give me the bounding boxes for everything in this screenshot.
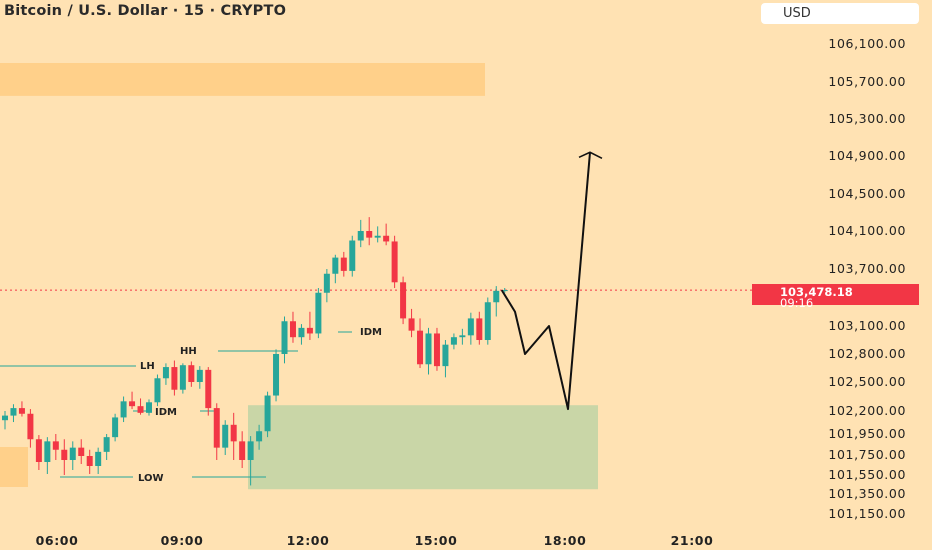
candle-body xyxy=(171,367,178,390)
candle-body xyxy=(10,408,17,416)
price-axis-label: 102,200.00 xyxy=(828,403,906,418)
candle-body xyxy=(154,378,161,403)
low-label: LOW xyxy=(138,473,164,484)
currency-button[interactable]: USD xyxy=(761,3,919,24)
price-axis-label: 103,700.00 xyxy=(828,261,906,276)
candle-body xyxy=(476,318,483,340)
candle-body xyxy=(120,401,127,418)
time-axis-label: 06:00 xyxy=(36,533,79,548)
candle-body xyxy=(222,424,229,448)
candle-body xyxy=(366,231,373,238)
candle-body xyxy=(61,449,68,460)
price-axis-label: 104,100.00 xyxy=(828,223,906,238)
candle-body xyxy=(383,235,390,242)
hh-label: HH xyxy=(180,346,197,357)
candle-body xyxy=(35,439,42,462)
candle-body xyxy=(2,415,8,421)
lh-label: LH xyxy=(140,361,155,372)
candle-body xyxy=(247,441,254,460)
price-axis-label: 105,300.00 xyxy=(828,111,906,126)
candle-body xyxy=(408,318,415,331)
candle-body xyxy=(289,321,296,338)
candle-body xyxy=(273,354,280,396)
candle-body xyxy=(450,337,457,345)
candle-body xyxy=(213,408,220,448)
candle-body xyxy=(162,367,169,379)
candle-body xyxy=(112,417,119,438)
price-axis-label: 101,750.00 xyxy=(828,447,906,462)
time-axis-label: 18:00 xyxy=(544,533,587,548)
current-price-value: 103,478.18 xyxy=(780,285,853,299)
price-axis-label: 102,800.00 xyxy=(828,346,906,361)
price-axis-label: 101,550.00 xyxy=(828,467,906,482)
time-axis-label: 21:00 xyxy=(671,533,714,548)
candle-body xyxy=(239,441,246,460)
candle-body xyxy=(433,333,440,367)
candle-body xyxy=(442,344,449,367)
left-zone xyxy=(0,447,28,487)
candle-body xyxy=(27,413,34,440)
price-axis-label: 103,100.00 xyxy=(828,318,906,333)
candle-body xyxy=(196,369,203,382)
candle-body xyxy=(44,441,51,462)
candle-body xyxy=(69,447,76,460)
candle-body xyxy=(417,330,424,365)
candle-body xyxy=(18,408,25,414)
candle-body xyxy=(340,257,347,271)
idm-low-label: IDM xyxy=(155,407,177,418)
candle-body xyxy=(391,241,398,283)
candle-body xyxy=(315,292,322,334)
candle-body xyxy=(145,402,152,413)
candle-body xyxy=(52,441,59,450)
price-axis-label: 106,100.00 xyxy=(828,36,906,51)
candle-body xyxy=(493,290,500,303)
candle-body xyxy=(281,321,288,354)
candle-body xyxy=(103,437,110,452)
idm-high-label: IDM xyxy=(360,327,382,338)
candle-body xyxy=(357,231,364,241)
chart-title: Bitcoin / U.S. Dollar · 15 · CRYPTO xyxy=(4,3,287,19)
time-axis-label: 09:00 xyxy=(161,533,204,548)
candle-body xyxy=(467,318,474,336)
candle-body xyxy=(137,406,144,413)
candle-body xyxy=(205,369,212,409)
candle-body xyxy=(86,456,93,466)
price-axis-label: 104,500.00 xyxy=(828,186,906,201)
candle-body xyxy=(425,333,432,365)
candle-body xyxy=(298,327,305,338)
candle-body xyxy=(256,431,263,442)
time-axis-label: 12:00 xyxy=(287,533,330,548)
candle-body xyxy=(332,257,339,274)
candle-body xyxy=(95,451,102,466)
current-price-tag: 103,478.18 09:16 xyxy=(752,284,919,310)
candle-body xyxy=(179,365,186,390)
time-axis-label: 15:00 xyxy=(415,533,458,548)
candle-body xyxy=(129,401,136,407)
candle-body xyxy=(323,273,330,293)
candle-body xyxy=(501,290,508,292)
projection-arrowhead xyxy=(578,151,603,160)
demand-zone xyxy=(248,405,598,490)
price-axis-label: 102,500.00 xyxy=(828,374,906,389)
price-axis-label: 101,950.00 xyxy=(828,426,906,441)
projection-path xyxy=(500,152,591,411)
candle-body xyxy=(349,240,356,271)
candle-body xyxy=(400,282,407,319)
price-axis-label: 101,150.00 xyxy=(828,506,906,521)
candle-body xyxy=(264,395,271,432)
price-axis-label: 101,350.00 xyxy=(828,486,906,501)
candle-body xyxy=(188,365,195,382)
price-axis-label: 105,700.00 xyxy=(828,74,906,89)
candle-body xyxy=(230,424,237,442)
candle-body xyxy=(78,447,85,456)
supply-zone xyxy=(0,63,485,96)
candle-body xyxy=(374,235,381,238)
price-axis-label: 104,900.00 xyxy=(828,148,906,163)
bar-countdown: 09:16 xyxy=(780,296,814,310)
candle-body xyxy=(459,335,466,338)
candle-body xyxy=(484,302,491,340)
candle-body xyxy=(306,327,313,334)
